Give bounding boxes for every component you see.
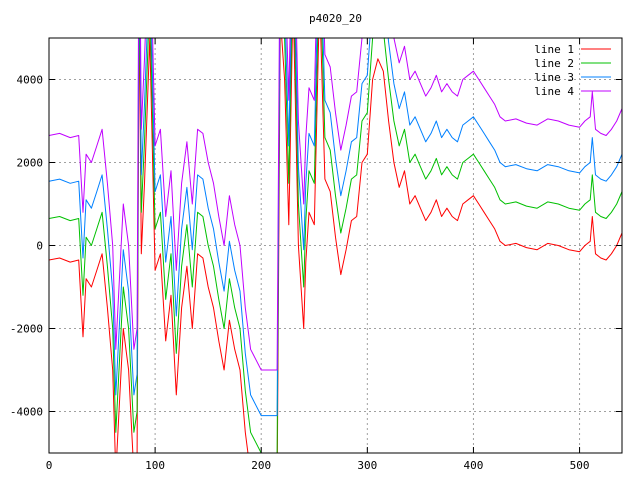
x-tick-label: 300 xyxy=(357,459,377,472)
legend-label: line 3 xyxy=(534,71,574,84)
chart-title: p4020_20 xyxy=(309,12,362,25)
series-line-3 xyxy=(49,38,622,417)
axis-ticks: 0 100 200 300 400 500 -4000 -2000 0 2000 4000 xyxy=(10,38,622,472)
legend-label: line 4 xyxy=(534,85,574,98)
x-tick-label: 100 xyxy=(145,459,165,472)
y-tick-label: 0 xyxy=(36,240,43,253)
y-tick-label: -4000 xyxy=(10,406,43,419)
series-lines xyxy=(49,38,622,453)
y-tick-label: 2000 xyxy=(17,157,44,170)
legend-label: line 2 xyxy=(534,57,574,70)
x-tick-label: 0 xyxy=(46,459,53,472)
x-tick-label: 500 xyxy=(570,459,590,472)
series-line-1 xyxy=(49,38,622,453)
y-tick-label: 4000 xyxy=(17,74,44,87)
y-tick-label: -2000 xyxy=(10,323,43,336)
series-line-2 xyxy=(49,38,622,453)
grid-lines xyxy=(48,38,622,453)
series-line-4 xyxy=(49,38,622,371)
x-tick-label: 400 xyxy=(464,459,484,472)
x-tick-label: 200 xyxy=(251,459,271,472)
legend-label: line 1 xyxy=(534,43,574,56)
